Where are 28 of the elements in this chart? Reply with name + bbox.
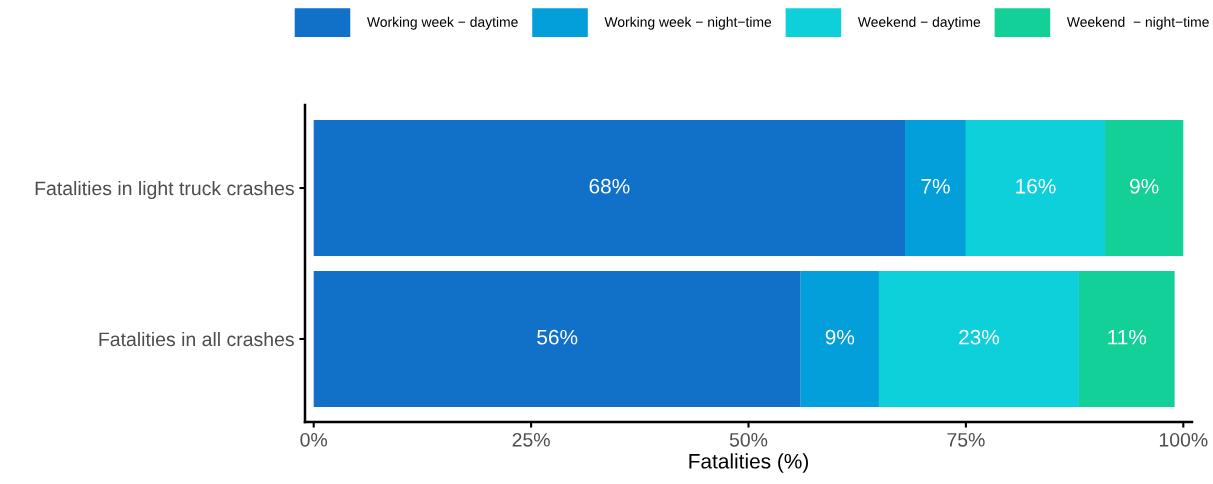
y-tick-label: Fatalities in light truck crashes: [35, 180, 294, 200]
data-label: 23%: [959, 329, 1000, 345]
data-label: 16%: [1016, 178, 1056, 194]
x-tick-label: 100%: [1159, 432, 1208, 447]
x-tick-label: 50%: [729, 432, 768, 447]
bar: [1078, 271, 1175, 407]
y-tick-label: Fatalities in all crashes: [99, 331, 294, 347]
x-tick-label: 25%: [512, 432, 550, 447]
legend-label: Working week − night−time: [604, 16, 772, 30]
x-tick-label: 0%: [300, 432, 328, 447]
bar: [313, 271, 801, 407]
data-label: 9%: [1130, 178, 1159, 194]
bar: [313, 120, 906, 256]
bar: [878, 271, 1079, 407]
data-label: 11%: [1108, 329, 1147, 345]
x-tick-label: 75%: [947, 433, 985, 447]
data-label: 7%: [921, 178, 950, 194]
legend-label: Weekend − daytime: [857, 16, 981, 30]
bar: [905, 120, 966, 256]
data-label: 68%: [589, 178, 630, 194]
legend-label: Working week − daytime: [366, 16, 518, 30]
x-axis-title: Fatalities (%): [689, 453, 808, 473]
data-label: 9%: [825, 329, 855, 345]
data-label: 56%: [537, 329, 578, 345]
legend-label: Weekend − night−time: [1066, 16, 1209, 30]
bar: [1105, 120, 1184, 256]
bar: [965, 120, 1106, 256]
bar: [800, 271, 879, 407]
